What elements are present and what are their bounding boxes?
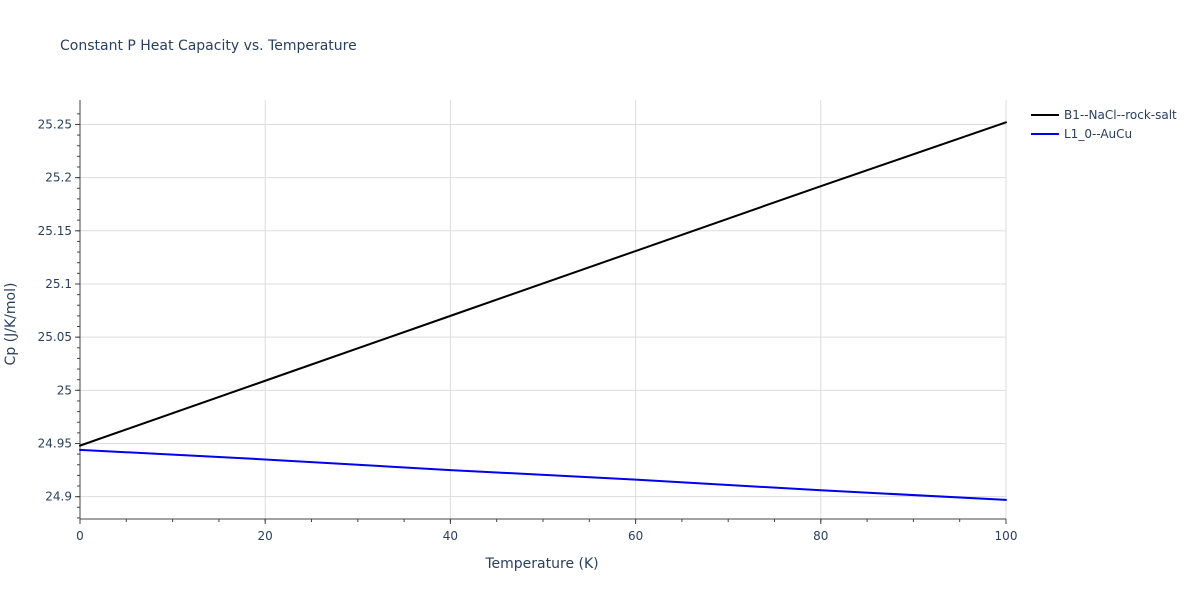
legend-item-b1-nacl-rock-salt[interactable]: B1--NaCl--rock-salt (1031, 108, 1177, 122)
y-tick-label: 24.95 (38, 436, 72, 450)
x-tick-label: 20 (258, 529, 273, 543)
y-tick-label: 25.25 (38, 117, 72, 131)
x-tick-label: 0 (76, 529, 84, 543)
y-tick-label: 24.9 (45, 490, 72, 504)
legend-label: L1_0--AuCu (1064, 127, 1132, 141)
x-tick-label: 100 (995, 529, 1018, 543)
y-tick-label: 25.1 (45, 277, 72, 291)
y-tick-label: 25.2 (45, 171, 72, 185)
series-line-b1-nacl-rock-salt[interactable] (79, 121, 1007, 447)
tick-label-layer: 0 20 40 60 80 100 24.9 24.95 25 25.05 25.1 25.15 25.… (38, 117, 1018, 543)
x-tick-label: 60 (628, 529, 643, 543)
legend-item-l1-0-aucu[interactable]: L1_0--AuCu (1031, 127, 1132, 141)
minor-ticks-layer (75, 113, 1007, 524)
x-axis-title: Temperature (K) (484, 556, 598, 572)
y-tick-label: 25 (57, 383, 72, 397)
x-tick-label: 40 (443, 529, 458, 543)
chart-title: Constant P Heat Capacity vs. Temperature (60, 38, 357, 54)
legend-label: B1--NaCl--rock-salt (1064, 108, 1177, 122)
x-tick-label: 80 (813, 529, 828, 543)
y-tick-label: 25.15 (38, 224, 72, 238)
y-tick-label: 25.05 (38, 330, 72, 344)
y-axis-title: Cp (J/K/mol) (3, 283, 19, 366)
legend[interactable]: B1--NaCl--rock-salt L1_0--AuCu (1031, 108, 1177, 141)
grid-layer (79, 100, 1007, 519)
series-layer (79, 121, 1007, 501)
series-line-l1-0-aucu[interactable] (79, 448, 1007, 501)
